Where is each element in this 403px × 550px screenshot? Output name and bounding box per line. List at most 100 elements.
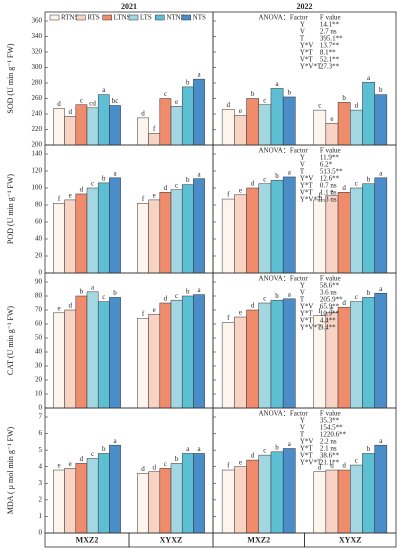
y-tick-label: 300 <box>32 63 43 71</box>
legend-swatch <box>128 14 139 21</box>
bar-letter: c <box>263 447 266 455</box>
bar <box>137 203 149 274</box>
bar-letter: a <box>379 285 383 293</box>
bar-letter: c <box>164 90 167 98</box>
bar <box>221 322 235 409</box>
bar <box>313 471 327 534</box>
bar-letter: d <box>80 186 84 194</box>
bar-letter: e <box>153 192 156 200</box>
anova-header: F value <box>320 14 341 22</box>
y-tick-label: 200 <box>32 141 43 149</box>
bar-letter: d <box>80 455 84 463</box>
bar <box>374 94 388 146</box>
anova-factor: Y <box>300 282 305 290</box>
bar-letter: a <box>91 283 95 291</box>
bar <box>64 116 77 146</box>
bar-letter: b <box>102 175 106 183</box>
bar-letter: b <box>186 176 190 184</box>
bar-letter: b <box>288 89 292 97</box>
bar <box>221 109 235 146</box>
bar-letter: f <box>58 195 61 203</box>
anova-factor: V <box>300 28 305 36</box>
bar <box>53 108 65 146</box>
bar-letter: b <box>367 289 371 297</box>
anova-factor: V <box>300 289 305 297</box>
anova-factor: Y <box>300 21 305 29</box>
legend-swatch <box>102 14 112 21</box>
y-tick-label: 0 <box>39 404 43 412</box>
bar-letter: d <box>251 180 255 188</box>
bar-letter: d <box>68 302 72 310</box>
bar-letter: a <box>379 169 383 177</box>
bar <box>374 444 388 534</box>
anova-factor: Y*T <box>300 49 314 57</box>
bar <box>170 299 183 409</box>
bar-letter: c <box>175 181 178 189</box>
anova-factor: T <box>300 168 305 176</box>
bar-letter: b <box>342 94 346 102</box>
x-tick-label: XYXZ <box>339 535 362 544</box>
y-tick-label: 0 <box>39 529 43 537</box>
bar <box>159 192 172 274</box>
bar-letter: bc <box>112 97 119 105</box>
bar-letter: c <box>80 96 83 104</box>
anova-title: ANOVA： <box>258 14 289 22</box>
bar-letter: f <box>227 191 230 199</box>
bar <box>337 306 351 409</box>
bar-letter: d <box>318 463 322 471</box>
bar <box>258 454 272 534</box>
y-tick-label: 260 <box>32 94 43 102</box>
y-tick-label: 50 <box>35 334 43 342</box>
bar-letter: b <box>80 288 84 296</box>
y-tick-label: 80 <box>35 201 43 209</box>
bar-letter: a <box>197 170 201 178</box>
bar-letter: a <box>197 286 201 294</box>
anova-factor: V*T <box>300 317 314 325</box>
y-tick-label: 70 <box>35 306 43 314</box>
bar <box>75 463 88 534</box>
y-tick-label: 30 <box>35 362 43 370</box>
bar <box>53 312 65 409</box>
anova-factor: Y <box>300 154 305 162</box>
y-tick-label: 280 <box>32 79 43 87</box>
bar-letter: d <box>164 184 168 192</box>
bar-letter: a <box>113 169 117 177</box>
bar-letter: a <box>197 445 201 453</box>
bar-letter: e <box>69 460 72 468</box>
bar <box>350 301 363 409</box>
anova-factor: V <box>300 424 305 432</box>
bar-letter: c <box>318 102 321 110</box>
bar-letter: b <box>367 175 371 183</box>
bar <box>325 469 339 534</box>
bar-letter: c <box>355 457 358 465</box>
bar-letter: a <box>186 445 190 453</box>
anova-value: 2.2 ns <box>320 438 337 446</box>
y-tick-label: 20 <box>35 376 43 384</box>
bar-letter: a <box>102 86 106 94</box>
bar <box>193 294 205 409</box>
y-tick-label: 3 <box>39 479 43 487</box>
bar-letter: e <box>153 306 156 314</box>
bar <box>109 177 121 274</box>
y-tick-label: 100 <box>32 184 43 192</box>
bar <box>374 292 388 409</box>
bar <box>159 468 172 534</box>
bar <box>181 86 194 146</box>
anova-factor: Y*V <box>300 303 314 311</box>
bar <box>148 471 161 534</box>
bar <box>234 316 247 409</box>
anova-value: 1.3 ns <box>320 196 337 204</box>
y-tick-label: 10 <box>35 390 43 398</box>
y-tick-label: 80 <box>35 292 43 300</box>
bar <box>362 453 375 534</box>
anova-value: 38.6** <box>320 452 340 460</box>
bar <box>270 180 284 274</box>
y-tick-label: 40 <box>35 348 43 356</box>
bar <box>234 115 247 146</box>
bar-letter: d <box>355 102 359 110</box>
bar <box>282 448 296 534</box>
bar <box>246 309 260 409</box>
anova-factor: Y*V*T <box>300 324 322 332</box>
bar <box>86 187 99 274</box>
anova-value: 35.3** <box>320 417 340 425</box>
